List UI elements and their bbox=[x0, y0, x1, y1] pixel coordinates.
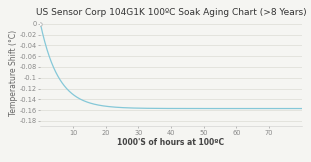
Y-axis label: Temperature Shift (°C): Temperature Shift (°C) bbox=[9, 30, 18, 116]
X-axis label: 1000'S of hours at 100ºC: 1000'S of hours at 100ºC bbox=[118, 138, 225, 147]
Title: US Sensor Corp 104G1K 100ºC Soak Aging Chart (>8 Years): US Sensor Corp 104G1K 100ºC Soak Aging C… bbox=[36, 8, 306, 17]
